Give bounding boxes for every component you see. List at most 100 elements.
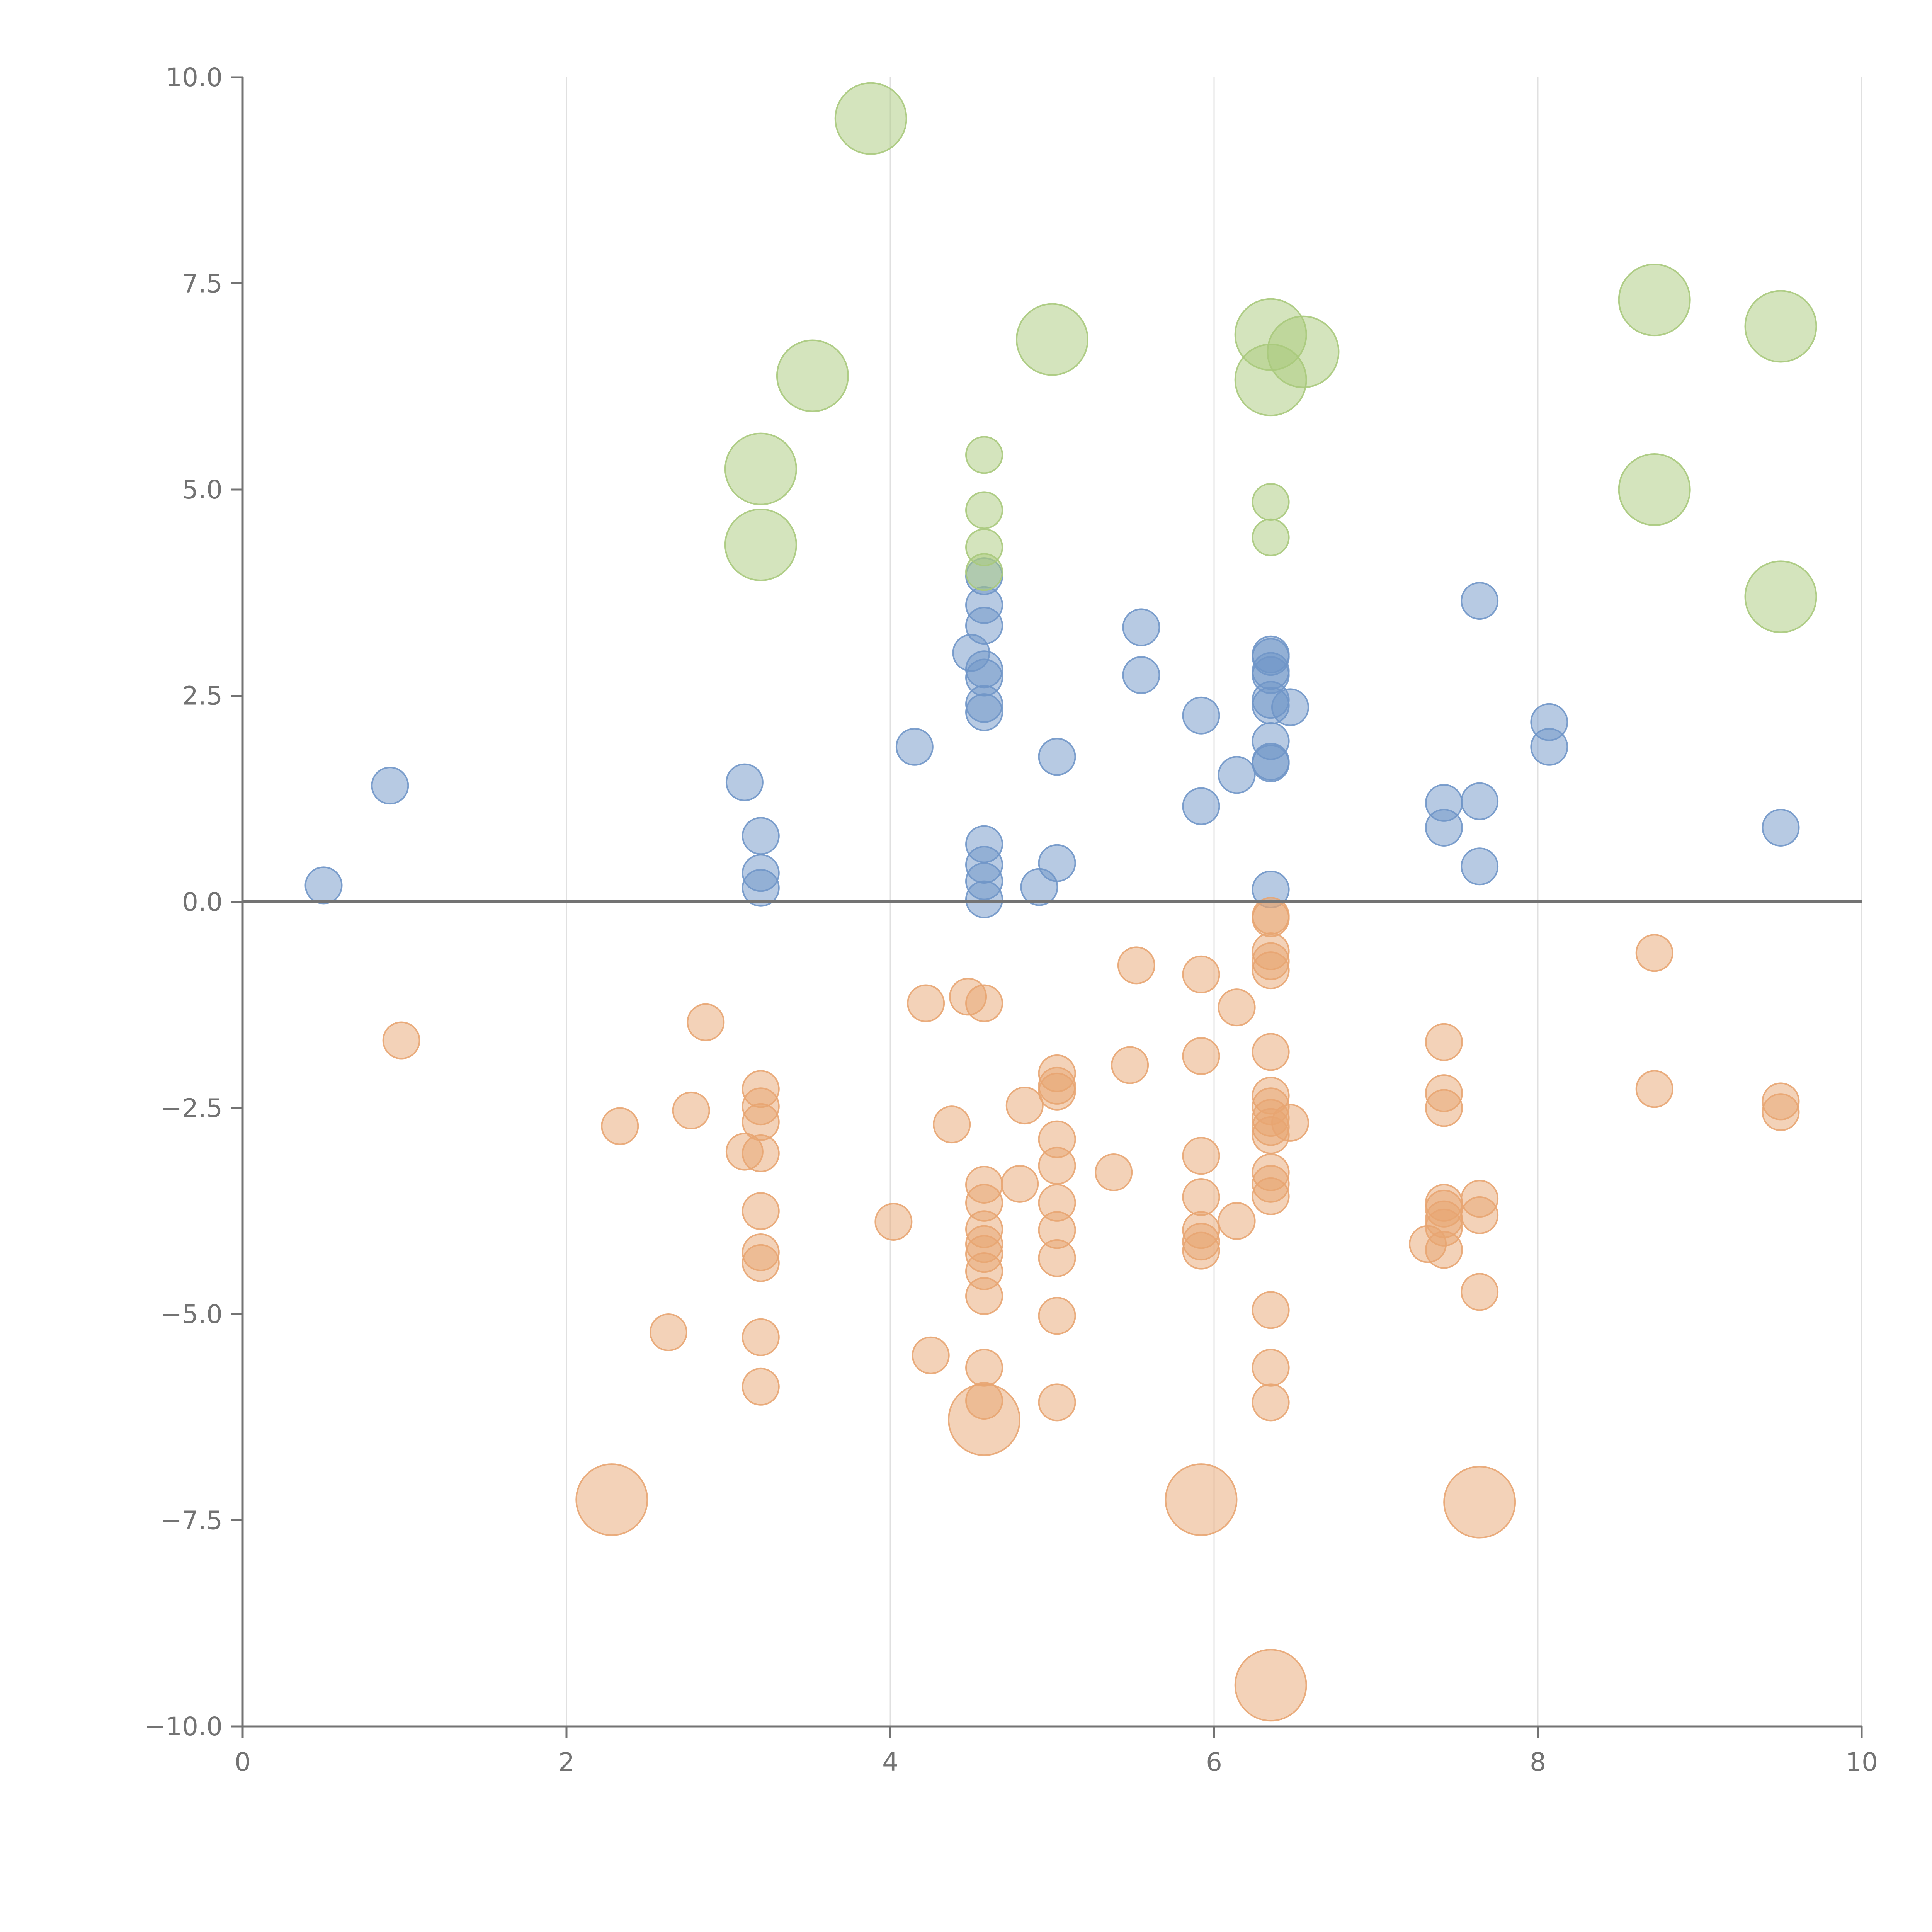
- bubble-green-large-4: [1016, 303, 1088, 376]
- bubble-orange-84: [1635, 934, 1673, 972]
- bubble-orange-27: [965, 1277, 1003, 1315]
- bubble-orange-39: [1038, 1239, 1076, 1277]
- bubble-green-large-10: [1744, 290, 1817, 363]
- bubble-green-large-2: [724, 508, 797, 581]
- bubble-blue-18: [965, 880, 1003, 918]
- bubble-blue-40: [1461, 582, 1499, 620]
- bubble-orange-40: [1038, 1297, 1076, 1335]
- bubble-orange-55: [1252, 899, 1290, 937]
- x-tick-label: 2: [558, 1747, 575, 1777]
- bubble-blue-39: [1425, 808, 1463, 847]
- bubble-blue-1: [371, 767, 409, 805]
- y-tick-label: 2.5: [182, 681, 223, 711]
- y-tick-label: −7.5: [161, 1506, 223, 1536]
- bubble-green-3: [965, 553, 1003, 591]
- bubble-orange-45: [1182, 955, 1220, 993]
- bubble-blue-42: [1461, 847, 1499, 886]
- bubble-orange-71: [1271, 1104, 1309, 1142]
- bubble-orange-34: [1038, 1072, 1076, 1111]
- bubble-blue-45: [1762, 808, 1800, 847]
- bubble-orange-31: [1005, 1087, 1044, 1125]
- y-tick-label: −10.0: [145, 1712, 223, 1742]
- y-tick-label: −5.0: [161, 1299, 223, 1329]
- bubble-orange-41: [1038, 1383, 1076, 1422]
- bubble-orange-70: [1252, 1383, 1290, 1422]
- bubble-blue-26: [1218, 756, 1256, 794]
- series-orange: [382, 897, 1800, 1422]
- bubble-orange-47: [1182, 1137, 1220, 1175]
- bubble-orange-53: [1218, 1202, 1256, 1240]
- bubble-orange-20: [965, 984, 1003, 1022]
- bubble-orange-large-1: [575, 1463, 648, 1536]
- y-tick-label: 0.0: [182, 887, 223, 917]
- series-green: [965, 436, 1290, 591]
- bubble-orange-large-3: [1443, 1466, 1516, 1539]
- series-green-large: [724, 82, 1817, 633]
- bubble-orange-82: [1461, 1196, 1499, 1234]
- bubbles: [304, 82, 1817, 1722]
- bubble-blue-37: [1271, 688, 1309, 726]
- bubble-blue-24: [1182, 696, 1220, 735]
- x-tick-label: 4: [882, 1747, 898, 1777]
- bubble-blue-25: [1182, 787, 1220, 825]
- bubble-blue-44: [1530, 728, 1568, 766]
- bubble-blue-3: [742, 817, 780, 855]
- bubble-orange-10: [742, 1192, 780, 1230]
- bubble-orange-3: [672, 1091, 710, 1129]
- x-axis-ticks: 0 2 4 6 8 10: [235, 1726, 1878, 1777]
- bubble-orange-83: [1461, 1273, 1499, 1311]
- bubble-blue-6: [895, 728, 934, 766]
- bubble-orange-9: [742, 1134, 780, 1172]
- bubble-blue-2: [725, 763, 764, 801]
- bubble-orange-73: [1425, 1023, 1463, 1061]
- bubble-orange-18: [933, 1105, 971, 1144]
- bubble-orange-36: [1038, 1146, 1076, 1185]
- bubble-orange-30: [1001, 1165, 1039, 1203]
- bubble-orange-85: [1635, 1070, 1673, 1108]
- bubble-green-large-8: [1618, 264, 1691, 337]
- bubble-orange-51: [1182, 1231, 1220, 1270]
- y-tick-label: −2.5: [161, 1094, 223, 1123]
- bubble-orange-large-2: [1165, 1463, 1238, 1536]
- bubble-blue-35: [1252, 744, 1290, 782]
- bubble-orange-59: [1252, 1033, 1290, 1071]
- bubble-orange-68: [1252, 1291, 1290, 1329]
- bubble-green-5: [1252, 518, 1290, 556]
- bubble-orange-0: [382, 1021, 420, 1060]
- bubble-orange-46: [1182, 1037, 1220, 1075]
- bubble-orange-69: [1252, 1349, 1290, 1387]
- bubble-green-large-9: [1618, 453, 1691, 526]
- x-tick-label: 10: [1845, 1747, 1878, 1777]
- series-orange-large: [575, 1383, 1516, 1722]
- bubble-orange-large-0: [948, 1383, 1021, 1456]
- bubble-green-1: [965, 491, 1003, 529]
- bubble-orange-15: [874, 1202, 913, 1241]
- bubble-blue-5: [742, 869, 780, 907]
- y-tick-label: 7.5: [182, 269, 223, 299]
- bubble-orange-87: [1762, 1093, 1800, 1131]
- bubble-orange-4: [687, 1003, 725, 1041]
- bubble-orange-52: [1218, 988, 1256, 1027]
- bubble-green-large-3: [776, 339, 849, 412]
- bubble-blue-0: [304, 866, 343, 905]
- bubble-orange-2: [649, 1313, 687, 1351]
- x-tick-label: 0: [235, 1747, 251, 1777]
- bubble-orange-44: [1117, 946, 1155, 985]
- bubble-orange-28: [965, 1349, 1003, 1387]
- bubble-orange-13: [742, 1318, 780, 1356]
- bubble-green-large-1: [724, 432, 797, 505]
- bubble-blue-23: [1122, 656, 1160, 694]
- bubble-orange-48: [1182, 1178, 1220, 1216]
- bubble-green-0: [965, 436, 1003, 474]
- y-axis-ticks: −10.0 −7.5 −5.0 −2.5 0.0 2.5 5.0 7.5 10.0: [145, 63, 243, 1742]
- y-tick-label: 10.0: [166, 63, 223, 92]
- bubble-blue-20: [1038, 738, 1076, 776]
- bubble-orange-75: [1425, 1089, 1463, 1127]
- bubble-blue-14: [965, 693, 1003, 731]
- y-tick-label: 5.0: [182, 475, 223, 505]
- x-tick-label: 6: [1206, 1747, 1222, 1777]
- bubble-green-large-11: [1744, 560, 1817, 633]
- bubble-blue-22: [1122, 608, 1160, 646]
- bubble-orange-80: [1425, 1231, 1463, 1269]
